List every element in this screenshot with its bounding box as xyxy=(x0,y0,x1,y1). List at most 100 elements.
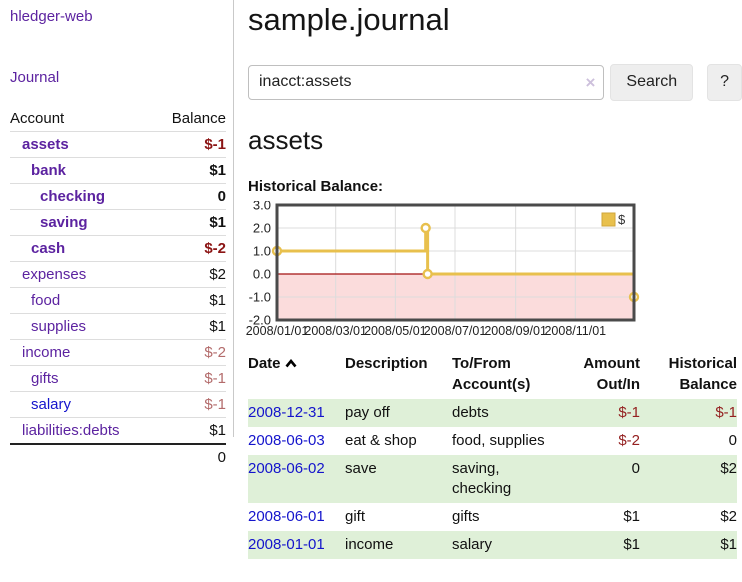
transaction-balance: $-1 xyxy=(715,403,737,421)
search-input[interactable] xyxy=(248,64,605,100)
transaction-accounts: saving, checking xyxy=(452,459,512,497)
account-link-bank[interactable]: bank xyxy=(31,162,67,179)
svg-text:$: $ xyxy=(618,212,626,227)
account-row-expenses: expenses $2 xyxy=(10,261,226,288)
svg-text:2008/07/01: 2008/07/01 xyxy=(424,324,487,338)
account-row-supplies: supplies $1 xyxy=(10,313,226,340)
main-content: sample.journal × Search ? assets Histori… xyxy=(246,0,742,582)
register-header-row: Date Description To/From Account(s) Amou… xyxy=(248,353,737,399)
sidebar: hledger-web Journal Account Balance asse… xyxy=(0,0,233,582)
svg-text:2008/03/01: 2008/03/01 xyxy=(304,324,367,338)
transaction-accounts: food, supplies xyxy=(452,431,545,449)
register-column-date[interactable]: Date xyxy=(248,353,345,399)
account-link-salary[interactable]: salary xyxy=(31,396,72,413)
accounts-total-value: 0 xyxy=(154,443,226,470)
transaction-balance: $2 xyxy=(720,507,737,525)
account-row-liabilities-debts: liabilities:debts $1 xyxy=(10,417,226,445)
account-link-assets[interactable]: assets xyxy=(22,136,69,153)
svg-text:-2.0: -2.0 xyxy=(249,312,271,327)
app-brand-link[interactable]: hledger-web xyxy=(10,8,93,25)
account-link-cash[interactable]: cash xyxy=(31,240,66,257)
svg-text:0.0: 0.0 xyxy=(253,266,271,281)
svg-text:2008/05/01: 2008/05/01 xyxy=(364,324,427,338)
svg-text:2008/01/01: 2008/01/01 xyxy=(246,324,309,338)
account-row-checking: checking 0 xyxy=(10,183,226,210)
sidebar-item-journal[interactable]: Journal xyxy=(10,69,60,86)
account-row-food: food $1 xyxy=(10,287,226,314)
account-balance: $-1 xyxy=(154,391,226,418)
register-table: Date Description To/From Account(s) Amou… xyxy=(248,353,737,559)
transaction-amount: $1 xyxy=(623,535,640,553)
clear-search-icon[interactable]: × xyxy=(585,72,596,92)
transaction-description: pay off xyxy=(345,403,390,421)
account-link-food[interactable]: food xyxy=(31,292,61,309)
sort-ascending-icon xyxy=(285,358,297,367)
account-heading: assets xyxy=(248,124,324,155)
transaction-date-link[interactable]: 2008-12-31 xyxy=(248,403,325,421)
search-button[interactable]: Search xyxy=(610,63,694,101)
transaction-date-link[interactable]: 2008-06-02 xyxy=(248,459,325,477)
register-column-tofrom: To/From Account(s) xyxy=(452,354,531,393)
transaction-date-link[interactable]: 2008-06-03 xyxy=(248,431,325,449)
account-link-saving[interactable]: saving xyxy=(40,214,88,231)
account-balance: $-1 xyxy=(154,365,226,392)
transaction-accounts: debts xyxy=(452,403,489,421)
sidebar-divider xyxy=(233,0,234,437)
account-link-checking[interactable]: checking xyxy=(40,188,106,205)
transaction-amount: $-2 xyxy=(618,431,640,449)
account-link-expenses[interactable]: expenses xyxy=(22,266,87,283)
accounts-column-balance: Balance xyxy=(154,106,226,132)
account-row-cash: cash $-2 xyxy=(10,235,226,262)
svg-text:3.0: 3.0 xyxy=(253,201,271,213)
register-column-date-label: Date xyxy=(248,354,281,372)
table-row: 2008-12-31 pay off debts $-1 $-1 xyxy=(248,398,737,427)
svg-text:-1.0: -1.0 xyxy=(249,289,271,304)
account-link-gifts[interactable]: gifts xyxy=(31,370,59,387)
transaction-amount: $-1 xyxy=(618,403,640,421)
account-balance: $1 xyxy=(154,313,226,340)
account-balance: $-2 xyxy=(154,339,226,366)
register-column-amount: Amount Out/In xyxy=(583,354,640,393)
register-column-description: Description xyxy=(345,354,428,372)
accounts-total-row: 0 xyxy=(10,443,226,470)
transaction-amount: 0 xyxy=(631,459,640,477)
svg-text:2.0: 2.0 xyxy=(253,220,271,235)
transaction-date-link[interactable]: 2008-01-01 xyxy=(248,535,325,553)
account-balance: $1 xyxy=(154,209,226,236)
transaction-balance: $1 xyxy=(720,535,737,553)
help-button[interactable]: ? xyxy=(707,63,742,101)
account-balance: $1 xyxy=(154,157,226,184)
accounts-column-account: Account xyxy=(10,106,155,132)
account-link-supplies[interactable]: supplies xyxy=(31,318,87,335)
transaction-description: save xyxy=(345,459,377,477)
account-row-saving: saving $1 xyxy=(10,209,226,236)
account-balance: $2 xyxy=(154,261,226,288)
account-balance: 0 xyxy=(154,183,226,210)
account-balance: $1 xyxy=(154,287,226,314)
account-row-bank: bank $1 xyxy=(10,157,226,184)
account-link-liabilities-debts[interactable]: liabilities:debts xyxy=(22,422,120,439)
transaction-balance: 0 xyxy=(728,431,737,449)
accounts-table: Account Balance assets $-1 bank $1 check… xyxy=(10,106,226,470)
register-column-balance: Historical Balance xyxy=(668,354,737,393)
table-row: 2008-06-03 eat & shop food, supplies $-2… xyxy=(248,427,737,455)
transaction-description: eat & shop xyxy=(345,431,417,449)
svg-text:1.0: 1.0 xyxy=(253,243,271,258)
table-row: 2008-06-02 save saving, checking 0 $2 xyxy=(248,454,737,503)
transaction-accounts: salary xyxy=(452,535,493,553)
page-title: sample.journal xyxy=(248,2,450,37)
account-balance: $-2 xyxy=(154,235,226,262)
transaction-accounts: gifts xyxy=(452,507,480,525)
svg-text:2008/09/01: 2008/09/01 xyxy=(484,324,547,338)
account-link-income[interactable]: income xyxy=(22,344,71,361)
transaction-amount: $1 xyxy=(623,507,640,525)
accounts-header-row: Account Balance xyxy=(10,106,226,132)
transaction-date-link[interactable]: 2008-06-01 xyxy=(248,507,325,525)
account-balance: $-1 xyxy=(154,131,226,158)
transaction-description: gift xyxy=(345,507,366,525)
svg-text:2008/11/01: 2008/11/01 xyxy=(544,324,606,338)
historical-balance-chart: $3.0 2.0 1.0 0.0 -1.0 -2.02008/01/012008/03/0… xyxy=(246,201,640,338)
chart-title: Historical Balance: xyxy=(248,177,384,195)
account-row-assets: assets $-1 xyxy=(10,131,226,158)
